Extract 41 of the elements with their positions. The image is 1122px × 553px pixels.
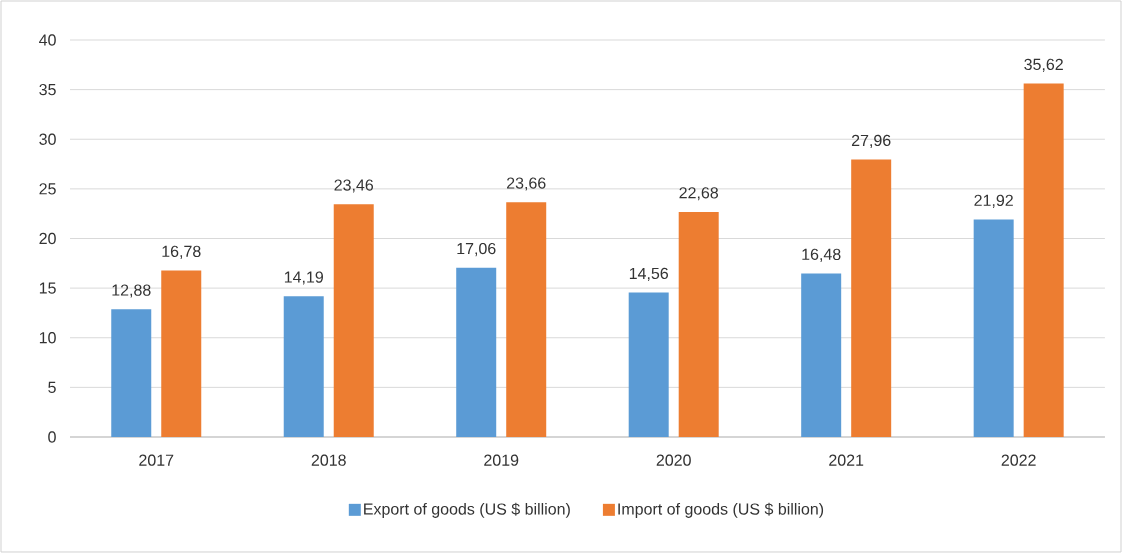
x-tick-label: 2020	[656, 454, 691, 466]
data-label: 12,88	[112, 284, 151, 298]
bar	[456, 267, 497, 437]
data-label: 23,66	[507, 177, 546, 191]
bar	[111, 309, 152, 437]
data-label: 22,68	[679, 187, 719, 201]
y-tick-label: 15	[39, 282, 56, 294]
bar	[628, 292, 669, 437]
bar	[678, 211, 719, 437]
y-tick-label: 5	[48, 381, 56, 393]
x-tick-label: 2022	[1001, 454, 1036, 466]
data-label: 14,19	[284, 271, 323, 285]
data-label: 23,46	[334, 179, 374, 193]
y-tick-label: 25	[39, 183, 56, 195]
bar	[333, 204, 374, 437]
data-label: 14,56	[629, 267, 669, 281]
x-tick-label: 2019	[484, 454, 519, 466]
bar	[506, 202, 547, 437]
bar	[161, 270, 202, 437]
data-label: 35,62	[1024, 58, 1063, 72]
bar	[1023, 83, 1064, 437]
y-tick-label: 35	[39, 83, 56, 96]
x-tick-label: 2017	[139, 454, 174, 466]
y-tick-label: 30	[39, 133, 56, 145]
y-tick-label: 20	[39, 232, 56, 245]
data-label: 16,78	[162, 245, 201, 259]
bar	[801, 273, 842, 437]
x-tick-label: 2021	[829, 454, 864, 466]
bar	[851, 159, 892, 437]
bar	[283, 296, 324, 437]
y-tick-label: 0	[48, 431, 56, 443]
x-tick-label: 2018	[311, 454, 346, 466]
legend-label: Import of goods (US $ billion)	[618, 502, 824, 518]
bar	[973, 219, 1014, 437]
data-label: 16,48	[802, 248, 841, 262]
data-label: 21,92	[974, 194, 1013, 208]
legend-label: Export of goods (US $ billion)	[364, 502, 570, 518]
data-label: 27,96	[851, 134, 891, 148]
data-label: 17,06	[457, 242, 496, 257]
y-tick-label: 40	[39, 34, 56, 46]
y-tick-label: 10	[39, 332, 56, 344]
